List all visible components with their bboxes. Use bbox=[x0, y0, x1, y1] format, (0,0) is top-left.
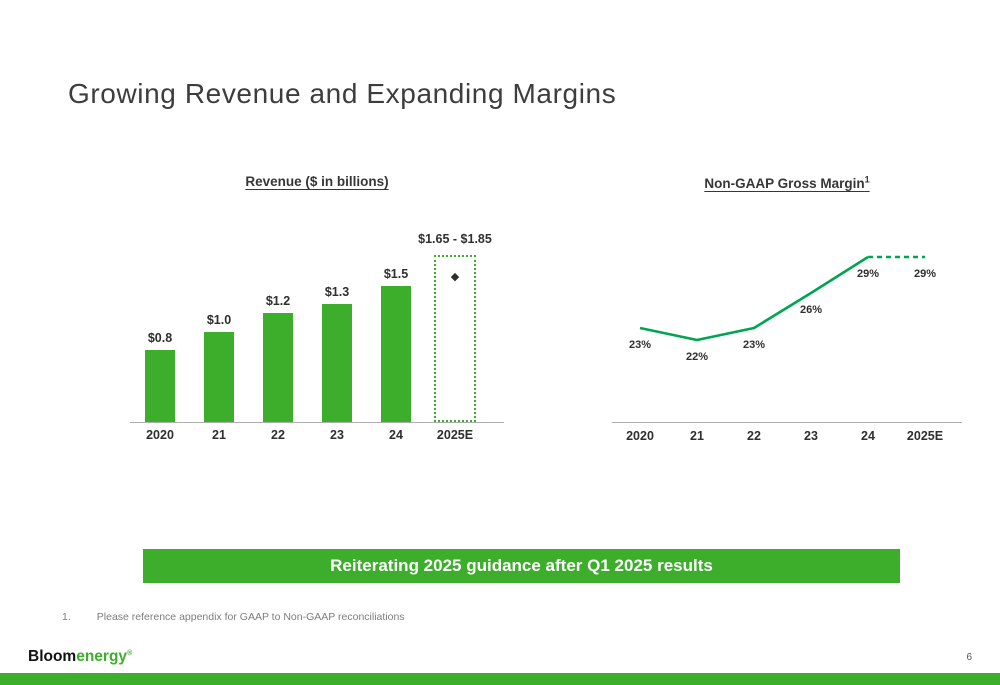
margin-x-label: 2025E bbox=[907, 429, 943, 443]
revenue-x-label: 24 bbox=[389, 428, 403, 442]
margin-x-label: 23 bbox=[804, 429, 818, 443]
revenue-x-label: 2025E bbox=[436, 428, 474, 442]
margin-chart-title: Non-GAAP Gross Margin1 bbox=[612, 174, 962, 191]
margin-value-label: 29% bbox=[857, 268, 879, 280]
revenue-bar-21 bbox=[204, 332, 234, 422]
estimate-range-label: $1.65 - $1.85 bbox=[418, 232, 492, 246]
footnote-text: Please reference appendix for GAAP to No… bbox=[96, 611, 405, 623]
revenue-x-label: 22 bbox=[271, 428, 285, 442]
revenue-x-label: 23 bbox=[330, 428, 344, 442]
revenue-bar-chart: $0.8 2020 $1.0 21 $1.2 22 $1.3 23 $1.5 24 2025E ◆ $1… bbox=[130, 232, 504, 442]
revenue-x-label: 21 bbox=[212, 428, 226, 442]
revenue-bar-2020 bbox=[145, 350, 175, 422]
revenue-bar-value: $1.5 bbox=[383, 267, 409, 281]
margin-x-label: 22 bbox=[747, 429, 761, 443]
estimate-range-box: ◆ bbox=[434, 255, 476, 422]
footnote-number: 1. bbox=[62, 611, 71, 623]
revenue-chart-title: Revenue ($ in billions) bbox=[130, 174, 504, 189]
margin-chart-title-text: Non-GAAP Gross Margin1 bbox=[704, 174, 870, 191]
logo-bloom-text: Bloom bbox=[28, 648, 77, 665]
revenue-bar-value: $1.3 bbox=[324, 285, 350, 299]
revenue-bar-23 bbox=[322, 304, 352, 422]
footnote-marker: 1 bbox=[864, 174, 870, 184]
revenue-chart-title-text: Revenue ($ in billions) bbox=[245, 174, 389, 189]
margin-value-label: 22% bbox=[686, 351, 708, 363]
margin-value-label: 29% bbox=[914, 268, 936, 280]
revenue-bar-22 bbox=[263, 313, 293, 422]
margin-line-chart: 23% 2020 22% 21 23% 22 26% 23 29% 24 29% 2025E bbox=[612, 255, 962, 443]
revenue-bar-24 bbox=[381, 286, 411, 422]
margin-x-label: 2020 bbox=[626, 429, 654, 443]
bottom-green-bar bbox=[0, 673, 1000, 685]
guidance-banner: Reiterating 2025 guidance after Q1 2025 … bbox=[143, 549, 900, 583]
estimate-marker-diamond: ◆ bbox=[450, 271, 460, 283]
logo-energy-text: energy bbox=[76, 648, 128, 665]
revenue-bar-value: $1.0 bbox=[206, 313, 232, 327]
margin-value-label: 26% bbox=[800, 304, 822, 316]
margin-value-label: 23% bbox=[743, 339, 765, 351]
guidance-banner-text: Reiterating 2025 guidance after Q1 2025 … bbox=[330, 556, 713, 575]
margin-x-label: 24 bbox=[861, 429, 875, 443]
slide-title: Growing Revenue and Expanding Margins bbox=[68, 78, 617, 109]
revenue-bar-value: $1.2 bbox=[265, 294, 291, 308]
bloom-energy-logo: Bloomenergy® bbox=[28, 648, 132, 666]
margin-value-label: 23% bbox=[629, 339, 651, 351]
margin-line-solid bbox=[639, 255, 869, 342]
margin-x-label: 21 bbox=[690, 429, 704, 443]
revenue-bar-value: $0.8 bbox=[147, 331, 173, 345]
margin-chart-title-main: Non-GAAP Gross Margin bbox=[704, 175, 865, 191]
page-number: 6 bbox=[966, 652, 972, 663]
registered-mark-icon: ® bbox=[127, 649, 133, 657]
footnote: 1. Please reference appendix for GAAP to … bbox=[62, 611, 405, 623]
revenue-x-label: 2020 bbox=[146, 428, 174, 442]
